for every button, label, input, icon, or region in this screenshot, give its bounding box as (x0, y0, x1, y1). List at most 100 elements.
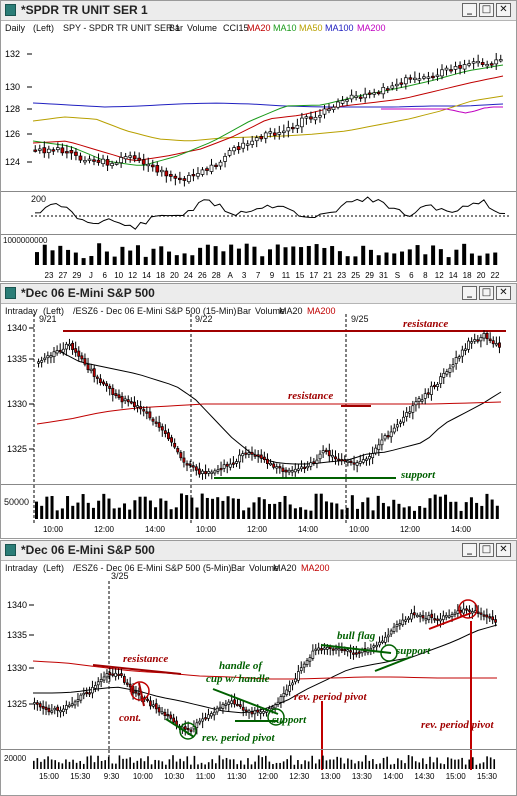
time-tick-label: 27 (58, 271, 67, 280)
annotation-resistance-top: resistance (403, 318, 449, 330)
candle (166, 714, 170, 717)
candle (385, 88, 390, 91)
annotation-rev-pivot-mid: rev. period pivot (294, 691, 367, 703)
volume-bar (211, 498, 215, 519)
close-button[interactable]: ✕ (496, 543, 511, 557)
candle (281, 130, 286, 133)
title-bar[interactable]: *SPDR TR UNIT SER 1 _ □ ✕ (1, 1, 516, 21)
candle (355, 462, 359, 466)
chart-window-es-5min: *Dec 06 E-Mini S&P 500 _ □ ✕ Intraday (L… (0, 540, 517, 796)
candle (453, 66, 458, 70)
candle (40, 360, 44, 363)
volume-bar (147, 756, 149, 769)
symbol-label: /ESZ6 - Dec 06 E-Mini S&P 500 (5-Min) (73, 563, 232, 573)
title-bar[interactable]: *Dec 06 E-Mini S&P 500 _ □ ✕ (1, 541, 516, 561)
candle (102, 381, 105, 385)
volume-bar (330, 502, 334, 519)
volume-bar (490, 499, 494, 519)
candle (401, 619, 405, 626)
candle (65, 151, 69, 154)
volume-bar (118, 755, 121, 769)
x-axis: 10:00 12:00 14:00 10:00 12:00 14:00 10:00 12:00… (1, 522, 516, 536)
title-bar[interactable]: *Dec 06 E-Mini S&P 500 _ □ ✕ (1, 284, 516, 304)
volume-tick: 50000 (4, 497, 30, 507)
volume-bar (353, 256, 358, 265)
volume-bar (462, 243, 467, 265)
volume-bar (306, 245, 311, 265)
volume-bar (55, 510, 59, 519)
candle (173, 442, 177, 448)
volume-bar (66, 249, 71, 265)
candle (71, 342, 75, 350)
close-button[interactable]: ✕ (496, 3, 511, 17)
volume-bar (81, 258, 86, 265)
volume-bar (115, 763, 117, 769)
volume-bar (247, 758, 249, 769)
time-tick-label: 29 (72, 271, 81, 280)
volume-bar (236, 498, 240, 519)
time-tick-label: 15:30 (70, 772, 91, 781)
volume-bar (404, 763, 406, 769)
minimize-button[interactable]: _ (462, 3, 477, 17)
candle (410, 613, 413, 620)
volume-bar (428, 498, 432, 519)
candle (256, 709, 260, 713)
price-tick-label: 128 (5, 104, 20, 114)
volume-bar (350, 495, 354, 519)
volume-bar (143, 496, 147, 519)
volume-bar (159, 246, 164, 265)
maximize-button[interactable]: □ (479, 543, 494, 557)
time-tick-label: 13:30 (352, 772, 373, 781)
candle (197, 468, 201, 475)
candle (485, 332, 489, 340)
time-tick-label: 25 (351, 271, 360, 280)
candle (402, 416, 406, 423)
volume-bar (407, 249, 412, 265)
price-tick-label: 130 (5, 82, 20, 92)
ma10-label: MA10 (273, 23, 297, 33)
candle (80, 355, 84, 360)
candle (33, 702, 36, 705)
candle (395, 424, 399, 428)
volume-bar (104, 760, 106, 769)
time-tick-label: 12 (435, 271, 444, 280)
minimize-button[interactable]: _ (462, 286, 477, 300)
volume-bar (431, 245, 436, 265)
candle (49, 355, 53, 358)
maximize-button[interactable]: □ (479, 3, 494, 17)
volume-bar (423, 254, 428, 265)
candle (117, 673, 120, 677)
candle (114, 393, 118, 396)
candle (395, 624, 399, 628)
candle (137, 157, 142, 161)
minimize-button[interactable]: _ (462, 543, 477, 557)
volume-bar (60, 508, 64, 519)
candle (460, 349, 464, 357)
date-label-9-22: 9/22 (195, 314, 213, 324)
time-tick-label: 15:30 (477, 772, 498, 781)
ma200-line (381, 106, 503, 114)
close-button[interactable]: ✕ (496, 286, 511, 300)
time-tick-label: 22 (491, 271, 500, 280)
candle (79, 694, 83, 701)
volume-bar (397, 758, 399, 769)
volume-bar (198, 247, 203, 265)
volume-bar (73, 252, 78, 265)
cci-pane: 200 (1, 191, 516, 234)
time-tick-label: 3 (242, 271, 247, 280)
candle (488, 338, 492, 341)
time-tick-label: 13:00 (321, 772, 342, 781)
time-tick-label: 10:00 (196, 525, 217, 534)
candle (390, 85, 395, 89)
candle (232, 147, 236, 152)
candle (247, 710, 251, 713)
candle (85, 691, 89, 695)
date-label-9-25: 9/25 (351, 314, 369, 324)
candle (64, 343, 68, 350)
candle (223, 156, 227, 162)
time-tick-label: 14:00 (298, 525, 319, 534)
candle (214, 164, 218, 167)
volume-bar (172, 755, 174, 769)
candle (53, 707, 57, 711)
maximize-button[interactable]: □ (479, 286, 494, 300)
